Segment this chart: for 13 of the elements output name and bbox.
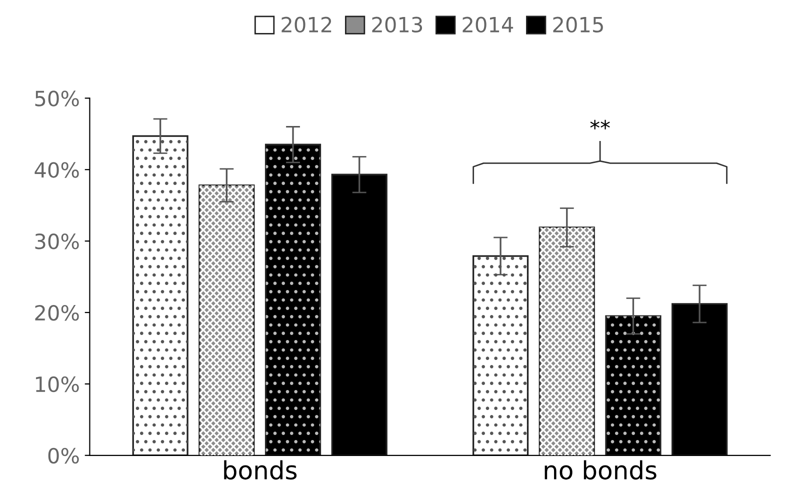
y-tick-label: 20% [35,304,79,321]
y-tick-label: 40% [34,162,79,178]
legend-label: 2012 [282,16,332,33]
x-tick-label: no bonds [544,460,656,480]
y-tick-label: 10% [36,376,79,392]
y-tick-label: 30% [35,234,79,250]
legend-label: 2014 [462,16,514,33]
legend-label: 2015 [553,16,603,33]
annotation: ** [590,120,610,130]
legend-label: 2013 [372,16,422,33]
x-tick-label: bonds [224,460,297,480]
y-tick-label: 0% [48,448,79,464]
y-tick-label: 50% [35,90,79,106]
